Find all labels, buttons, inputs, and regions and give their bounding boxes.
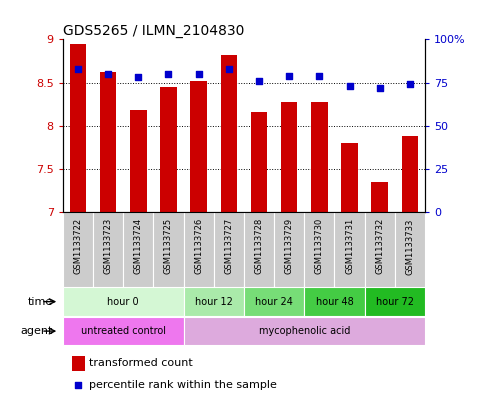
Bar: [304, 287, 365, 316]
Bar: [402, 136, 418, 212]
Point: [346, 83, 354, 89]
Bar: [274, 212, 304, 287]
Point: [225, 66, 233, 72]
Bar: [190, 81, 207, 212]
Point: [195, 71, 202, 77]
Text: GSM1133722: GSM1133722: [73, 218, 83, 274]
Text: GSM1133727: GSM1133727: [224, 218, 233, 274]
Bar: [365, 212, 395, 287]
Point: [406, 81, 414, 87]
Bar: [63, 287, 184, 316]
Text: agent: agent: [21, 326, 53, 336]
Text: GSM1133730: GSM1133730: [315, 218, 324, 274]
Text: time: time: [28, 297, 53, 307]
Bar: [130, 110, 146, 212]
Text: GDS5265 / ILMN_2104830: GDS5265 / ILMN_2104830: [63, 24, 244, 38]
Bar: [244, 287, 304, 316]
Point: [165, 71, 172, 77]
Text: GSM1133724: GSM1133724: [134, 218, 143, 274]
Text: mycophenolic acid: mycophenolic acid: [258, 326, 350, 336]
Bar: [281, 101, 298, 212]
Text: GSM1133726: GSM1133726: [194, 218, 203, 274]
Point: [315, 72, 323, 79]
Bar: [311, 103, 327, 212]
Bar: [63, 212, 93, 287]
Bar: [72, 356, 85, 371]
Point: [74, 66, 82, 72]
Text: GSM1133732: GSM1133732: [375, 218, 384, 274]
Bar: [184, 317, 425, 345]
Text: hour 12: hour 12: [195, 297, 233, 307]
Text: GSM1133723: GSM1133723: [103, 218, 113, 274]
Bar: [184, 212, 213, 287]
Bar: [365, 287, 425, 316]
Bar: [154, 212, 184, 287]
Bar: [100, 72, 116, 212]
Bar: [395, 212, 425, 287]
Text: GSM1133733: GSM1133733: [405, 218, 414, 275]
Bar: [304, 212, 334, 287]
Text: hour 72: hour 72: [376, 297, 414, 307]
Point: [285, 72, 293, 79]
Text: GSM1133728: GSM1133728: [255, 218, 264, 274]
Text: GSM1133729: GSM1133729: [284, 218, 294, 274]
Bar: [70, 44, 86, 212]
Text: GSM1133725: GSM1133725: [164, 218, 173, 274]
Bar: [160, 87, 177, 212]
Bar: [334, 212, 365, 287]
Bar: [221, 55, 237, 212]
Text: percentile rank within the sample: percentile rank within the sample: [89, 380, 277, 390]
Point: [376, 84, 384, 91]
Text: hour 0: hour 0: [107, 297, 139, 307]
Bar: [371, 182, 388, 212]
Point: [255, 78, 263, 84]
Text: GSM1133731: GSM1133731: [345, 218, 354, 274]
Bar: [341, 143, 358, 212]
Bar: [63, 317, 184, 345]
Text: hour 24: hour 24: [255, 297, 293, 307]
Bar: [244, 212, 274, 287]
Point: [104, 71, 112, 77]
Text: untreated control: untreated control: [81, 326, 166, 336]
Bar: [213, 212, 244, 287]
Text: hour 48: hour 48: [315, 297, 354, 307]
Bar: [123, 212, 154, 287]
Text: transformed count: transformed count: [89, 358, 193, 368]
Bar: [93, 212, 123, 287]
Bar: [184, 287, 244, 316]
Point: [134, 74, 142, 81]
Bar: [251, 112, 267, 212]
